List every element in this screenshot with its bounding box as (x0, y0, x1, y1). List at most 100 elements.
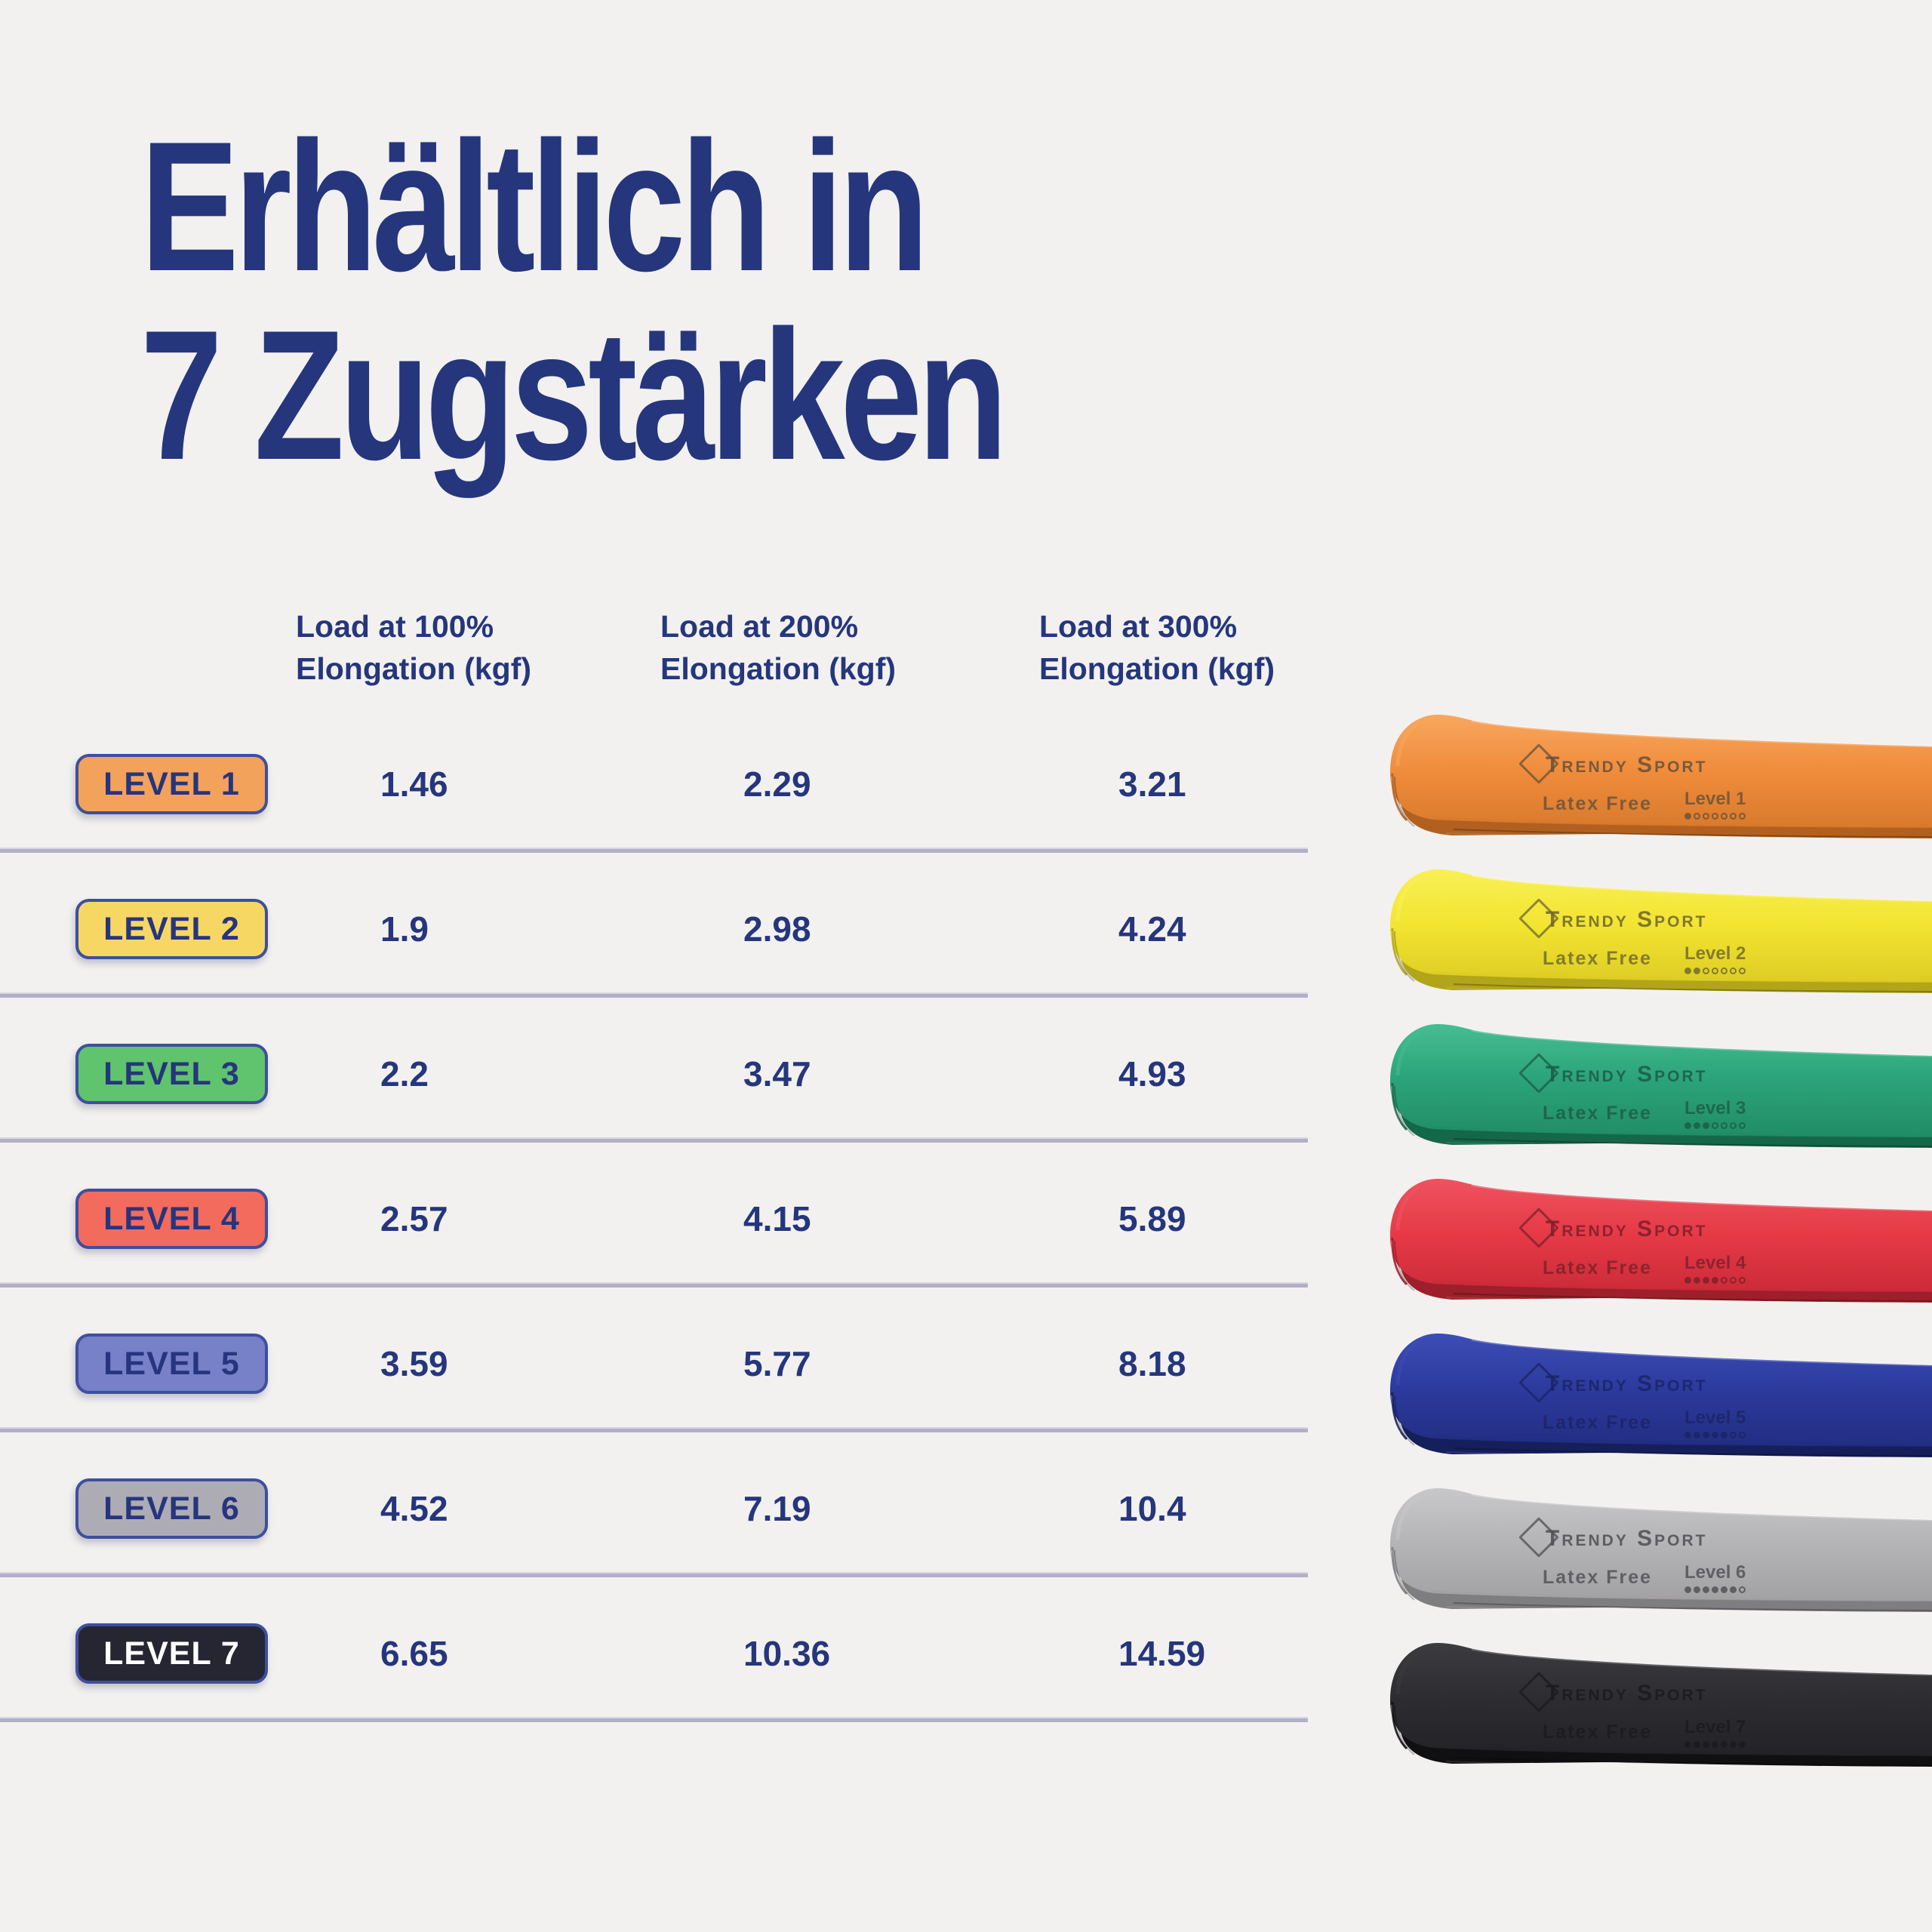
level-4-badge: LEVEL 4 (75, 1189, 268, 1249)
resistance-band-level-3: Trendy Sport Latex Free Level 3 (1381, 1015, 1932, 1162)
band-brand-text: Trendy Sport (1546, 752, 1708, 777)
dot-empty-icon (1739, 1277, 1746, 1284)
band-level-dots-icon (1684, 968, 1746, 974)
resistance-band-level-6: Trendy Sport Latex Free Level 6 (1381, 1479, 1932, 1626)
table-row-level-2: LEVEL 2 1.9 2.98 4.24 (0, 899, 1328, 961)
level-7-badge: LEVEL 7 (75, 1623, 268, 1684)
dot-empty-icon (1721, 1122, 1727, 1129)
dot-empty-icon (1712, 1122, 1718, 1129)
dot-empty-icon (1730, 1277, 1737, 1284)
column-header-load-300-line1: Load at 300% (1039, 609, 1238, 644)
dot-filled-icon (1721, 1741, 1727, 1748)
dot-filled-icon (1684, 813, 1691, 820)
dot-filled-icon (1703, 1741, 1709, 1748)
column-header-load-100-line1: Load at 100% (296, 609, 494, 644)
band-latex-free-label: Latex Free (1543, 1567, 1653, 1588)
band-latex-free-label: Latex Free (1543, 793, 1653, 814)
level-7-load-100-value: 6.65 (380, 1634, 448, 1673)
dot-empty-icon (1712, 968, 1718, 974)
resistance-band-level-4: Trendy Sport Latex Free Level 4 (1381, 1170, 1932, 1317)
level-3-load-300-value: 4.93 (1118, 1054, 1186, 1094)
level-6-load-100-value: 4.52 (380, 1489, 448, 1528)
band-loop-shape (1390, 1179, 1932, 1306)
page-title-line-1: Erhältlich in (140, 103, 929, 309)
dot-empty-icon (1703, 968, 1709, 974)
dot-filled-icon (1730, 1586, 1737, 1593)
dot-filled-icon (1721, 1432, 1727, 1438)
band-level-label: Level 3 (1684, 1098, 1746, 1118)
level-6-load-300-value: 10.4 (1118, 1489, 1186, 1528)
table-row-level-1: LEVEL 1 1.46 2.29 3.21 (0, 754, 1328, 816)
dot-filled-icon (1712, 1432, 1718, 1438)
row-divider (0, 1137, 1308, 1143)
table-row-level-6: LEVEL 6 4.52 7.19 10.4 (0, 1478, 1328, 1540)
column-header-load-100-line2: Elongation (kgf) (296, 651, 532, 686)
level-5-load-300-value: 8.18 (1118, 1344, 1186, 1383)
band-latex-free-label: Latex Free (1543, 948, 1653, 969)
dot-filled-icon (1703, 1432, 1709, 1438)
level-7-load-300-value: 14.59 (1118, 1634, 1206, 1673)
dot-empty-icon (1730, 968, 1737, 974)
column-header-load-200-line2: Elongation (kgf) (660, 651, 897, 686)
band-brand-text: Trendy Sport (1546, 907, 1708, 932)
level-2-load-100-value: 1.9 (380, 909, 429, 949)
level-1-load-300-value: 3.21 (1118, 764, 1186, 804)
dot-empty-icon (1721, 1277, 1727, 1284)
dot-filled-icon (1694, 1122, 1700, 1129)
band-level-dots-icon (1684, 813, 1746, 820)
band-level-label: Level 7 (1684, 1717, 1746, 1737)
level-4-load-300-value: 5.89 (1118, 1199, 1186, 1238)
level-6-badge: LEVEL 6 (75, 1478, 268, 1539)
dot-filled-icon (1684, 1277, 1691, 1284)
dot-empty-icon (1739, 1432, 1746, 1438)
level-2-badge: LEVEL 2 (75, 899, 268, 959)
level-2-load-200-value: 2.98 (743, 909, 811, 949)
column-header-load-200-line1: Load at 200% (660, 609, 859, 644)
dot-filled-icon (1739, 1741, 1746, 1748)
level-3-badge: LEVEL 3 (75, 1044, 268, 1104)
dot-filled-icon (1684, 968, 1691, 974)
dot-filled-icon (1694, 1432, 1700, 1438)
band-level-label: Level 1 (1684, 789, 1746, 809)
dot-empty-icon (1703, 813, 1709, 820)
band-level-dots-icon (1684, 1277, 1746, 1284)
dot-filled-icon (1694, 1277, 1700, 1284)
band-loop-shape (1390, 1334, 1932, 1460)
band-brand-text: Trendy Sport (1546, 1062, 1708, 1087)
dot-filled-icon (1684, 1432, 1691, 1438)
row-divider (0, 1282, 1308, 1287)
dot-empty-icon (1739, 1586, 1746, 1593)
level-6-load-200-value: 7.19 (743, 1489, 811, 1528)
level-5-load-100-value: 3.59 (380, 1344, 448, 1383)
dot-filled-icon (1694, 1741, 1700, 1748)
dot-empty-icon (1730, 1122, 1737, 1129)
dot-filled-icon (1712, 1586, 1718, 1593)
band-loop-shape (1390, 1643, 1932, 1770)
level-3-load-200-value: 3.47 (743, 1054, 811, 1094)
table-row-level-7: LEVEL 7 6.65 10.36 14.59 (0, 1623, 1328, 1685)
level-1-load-100-value: 1.46 (380, 764, 448, 804)
column-header-load-200: Load at 200% Elongation (kgf) (660, 605, 896, 690)
dot-filled-icon (1684, 1122, 1691, 1129)
level-5-badge: LEVEL 5 (75, 1334, 268, 1394)
dot-filled-icon (1694, 1586, 1700, 1593)
table-row-level-3: LEVEL 3 2.2 3.47 4.93 (0, 1044, 1328, 1106)
level-4-load-200-value: 4.15 (743, 1199, 811, 1238)
dot-empty-icon (1730, 813, 1737, 820)
level-2-load-300-value: 4.24 (1118, 909, 1186, 949)
page-title-line-2: 7 Zugstärken (140, 291, 1008, 498)
band-level-label: Level 6 (1684, 1562, 1746, 1583)
level-7-load-200-value: 10.36 (743, 1634, 831, 1673)
band-level-label: Level 4 (1684, 1253, 1746, 1273)
dot-filled-icon (1703, 1122, 1709, 1129)
page-title: Erhältlich in 7 Zugstärken (140, 103, 1008, 498)
band-latex-free-label: Latex Free (1543, 1257, 1653, 1278)
dot-filled-icon (1712, 1277, 1718, 1284)
dot-filled-icon (1694, 968, 1700, 974)
row-divider (0, 1717, 1308, 1722)
level-4-load-100-value: 2.57 (380, 1199, 448, 1238)
resistance-band-level-5: Trendy Sport Latex Free Level 5 (1381, 1324, 1932, 1472)
band-loop-shape (1390, 715, 1932, 841)
dot-empty-icon (1721, 968, 1727, 974)
table-row-level-5: LEVEL 5 3.59 5.77 8.18 (0, 1334, 1328, 1395)
